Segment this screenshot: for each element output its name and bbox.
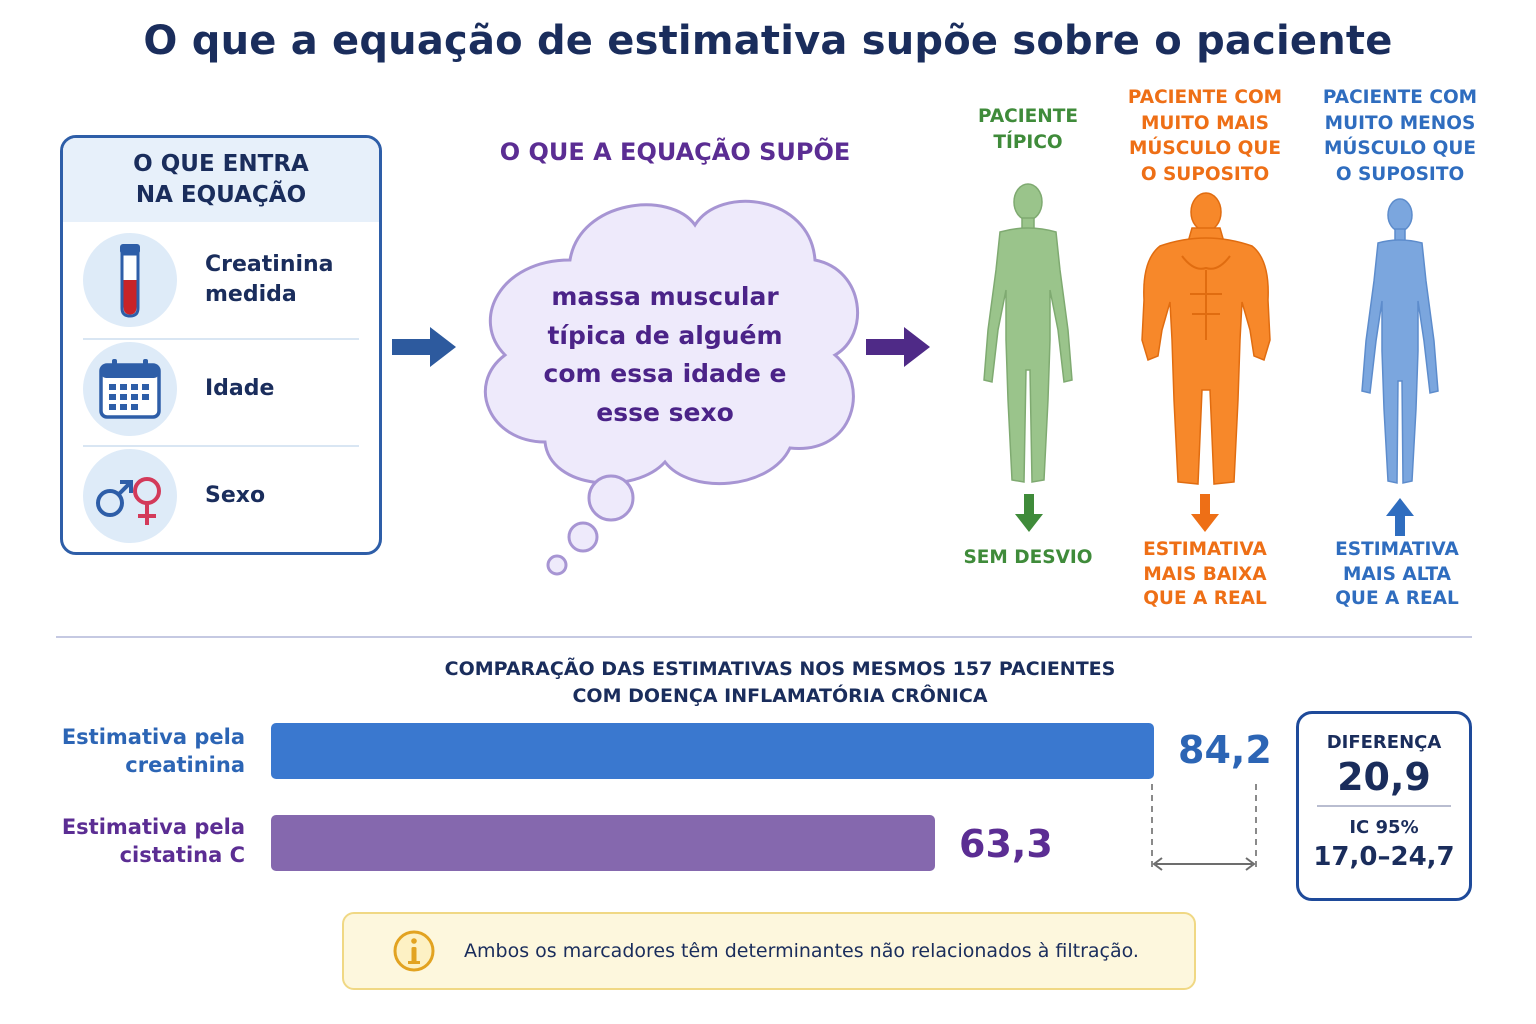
patient-typical-heading: PACIENTE TÍPICO bbox=[948, 104, 1108, 155]
calendar-icon bbox=[83, 342, 177, 436]
patient-more-muscle-outcome: ESTIMATIVA MAIS BAIXA QUE A REAL bbox=[1120, 538, 1290, 612]
difference-label: DIFERENÇA bbox=[1326, 732, 1442, 753]
input-label-creatinine: Creatinina medida bbox=[205, 252, 334, 307]
creatinine-value: 84,2 bbox=[1178, 728, 1272, 772]
inputs-heading-line-2: NA EQUAÇÃO bbox=[135, 182, 307, 208]
patient-less-muscle-outcome-line-3: QUE A REAL bbox=[1335, 588, 1459, 609]
test-tube-icon bbox=[83, 233, 177, 327]
inputs-heading-line-1: O QUE ENTRA bbox=[133, 151, 309, 177]
difference-value: 20,9 bbox=[1337, 755, 1431, 799]
patient-more-muscle-heading-line-3: MÚSCULO QUE bbox=[1128, 138, 1282, 159]
comparison-title-line-2: COM DOENÇA INFLAMATÓRIA CRÔNICA bbox=[572, 685, 988, 707]
patient-typical-outcome: SEM DESVIO bbox=[948, 546, 1108, 571]
patient-less-muscle-outcome: ESTIMATIVA MAIS ALTA QUE A REAL bbox=[1312, 538, 1482, 612]
patient-more-muscle-heading: PACIENTE COM MUITO MAIS MÚSCULO QUE O SU… bbox=[1120, 85, 1290, 187]
patient-typical-heading-line-2: TÍPICO bbox=[993, 131, 1063, 153]
difference-box: DIFERENÇA 20,9 IC 95% 17,0–24,7 bbox=[1296, 711, 1472, 901]
info-icon bbox=[393, 930, 435, 972]
creatinine-bar bbox=[271, 723, 1154, 779]
comparison-title: COMPARAÇÃO DAS ESTIMATIVAS NOS MESMOS 15… bbox=[420, 656, 1140, 710]
difference-separator bbox=[1317, 805, 1451, 807]
cystatin-value: 63,3 bbox=[959, 822, 1053, 866]
patient-less-muscle-heading-line-4: O SUPOSITO bbox=[1335, 163, 1465, 185]
patient-more-muscle-outcome-line-2: MAIS BAIXA bbox=[1143, 563, 1267, 585]
input-label-sex: Sexo bbox=[205, 483, 266, 508]
arrow-right-icon bbox=[866, 327, 930, 367]
patient-less-muscle-outcome-line-2: MAIS ALTA bbox=[1343, 563, 1451, 585]
comparison-title-line-1: COMPARAÇÃO DAS ESTIMATIVAS NOS MESMOS 15… bbox=[444, 658, 1116, 680]
arrow-down-icon bbox=[1191, 494, 1219, 532]
patient-more-muscle-heading-line-2: MUITO MAIS bbox=[1140, 112, 1270, 134]
input-item-sex: Sexo bbox=[83, 445, 359, 545]
cystatin-bar bbox=[271, 815, 935, 871]
difference-bracket bbox=[1151, 784, 1257, 872]
ci-label: IC 95% bbox=[1349, 817, 1419, 838]
equation-inputs-panel: O QUE ENTRA NA EQUAÇÃO Creatinina medida bbox=[60, 135, 382, 555]
muscular-body-figure-icon bbox=[1141, 192, 1271, 485]
arrow-down-icon bbox=[1015, 494, 1043, 532]
patient-more-muscle-heading-line-1: PACIENTE COM bbox=[1127, 87, 1283, 108]
creatinine-bar-label: Estimativa pela creatinina bbox=[62, 723, 245, 779]
page-title: O que a equação de estimativa supõe sobr… bbox=[143, 18, 1393, 64]
patient-more-muscle-heading-line-4: O SUPOSITO bbox=[1140, 163, 1270, 185]
cystatin-bar-label-line-2: cistatina C bbox=[119, 843, 245, 867]
patient-more-muscle-outcome-line-3: QUE A REAL bbox=[1143, 588, 1267, 609]
section-divider bbox=[56, 636, 1472, 638]
cystatin-bar-label-line-1: Estimativa pela bbox=[61, 815, 245, 839]
assumption-text: massa muscular típica de alguém com essa… bbox=[543, 282, 787, 427]
patient-typical-heading-line-1: PACIENTE bbox=[977, 106, 1078, 127]
note-text: Ambos os marcadores têm determinantes nã… bbox=[464, 940, 1139, 962]
patient-less-muscle-outcome-line-1: ESTIMATIVA bbox=[1335, 539, 1459, 560]
arrow-up-icon bbox=[1386, 498, 1414, 536]
typical-body-figure-icon bbox=[983, 183, 1073, 483]
patient-typical-outcome-line-1: SEM DESVIO bbox=[963, 547, 1093, 568]
arrow-right-icon bbox=[392, 327, 456, 367]
input-label-age: Idade bbox=[205, 376, 275, 401]
patient-less-muscle-heading: PACIENTE COM MUITO MENOS MÚSCULO QUE O S… bbox=[1312, 85, 1488, 187]
patient-less-muscle-heading-line-1: PACIENTE COM bbox=[1322, 87, 1478, 108]
patient-less-muscle-heading-line-3: MÚSCULO QUE bbox=[1323, 138, 1477, 159]
inputs-heading: O QUE ENTRA NA EQUAÇÃO bbox=[63, 138, 379, 222]
assumption-heading: O QUE A EQUAÇÃO SUPÕE bbox=[499, 138, 851, 166]
thought-cloud-icon bbox=[484, 199, 859, 576]
creatinine-bar-label-line-2: creatinina bbox=[125, 753, 245, 777]
thin-body-figure-icon bbox=[1361, 198, 1439, 484]
input-item-age: Idade bbox=[83, 338, 359, 438]
ci-value: 17,0–24,7 bbox=[1313, 842, 1455, 872]
gender-symbols-icon bbox=[83, 449, 177, 543]
cystatin-bar-label: Estimativa pela cistatina C bbox=[62, 813, 245, 869]
input-item-creatinine: Creatinina medida bbox=[83, 230, 359, 330]
patient-more-muscle-outcome-line-1: ESTIMATIVA bbox=[1143, 539, 1267, 560]
creatinine-bar-label-line-1: Estimativa pela bbox=[61, 725, 245, 749]
info-note: Ambos os marcadores têm determinantes nã… bbox=[342, 912, 1196, 990]
patient-less-muscle-heading-line-2: MUITO MENOS bbox=[1324, 112, 1476, 134]
